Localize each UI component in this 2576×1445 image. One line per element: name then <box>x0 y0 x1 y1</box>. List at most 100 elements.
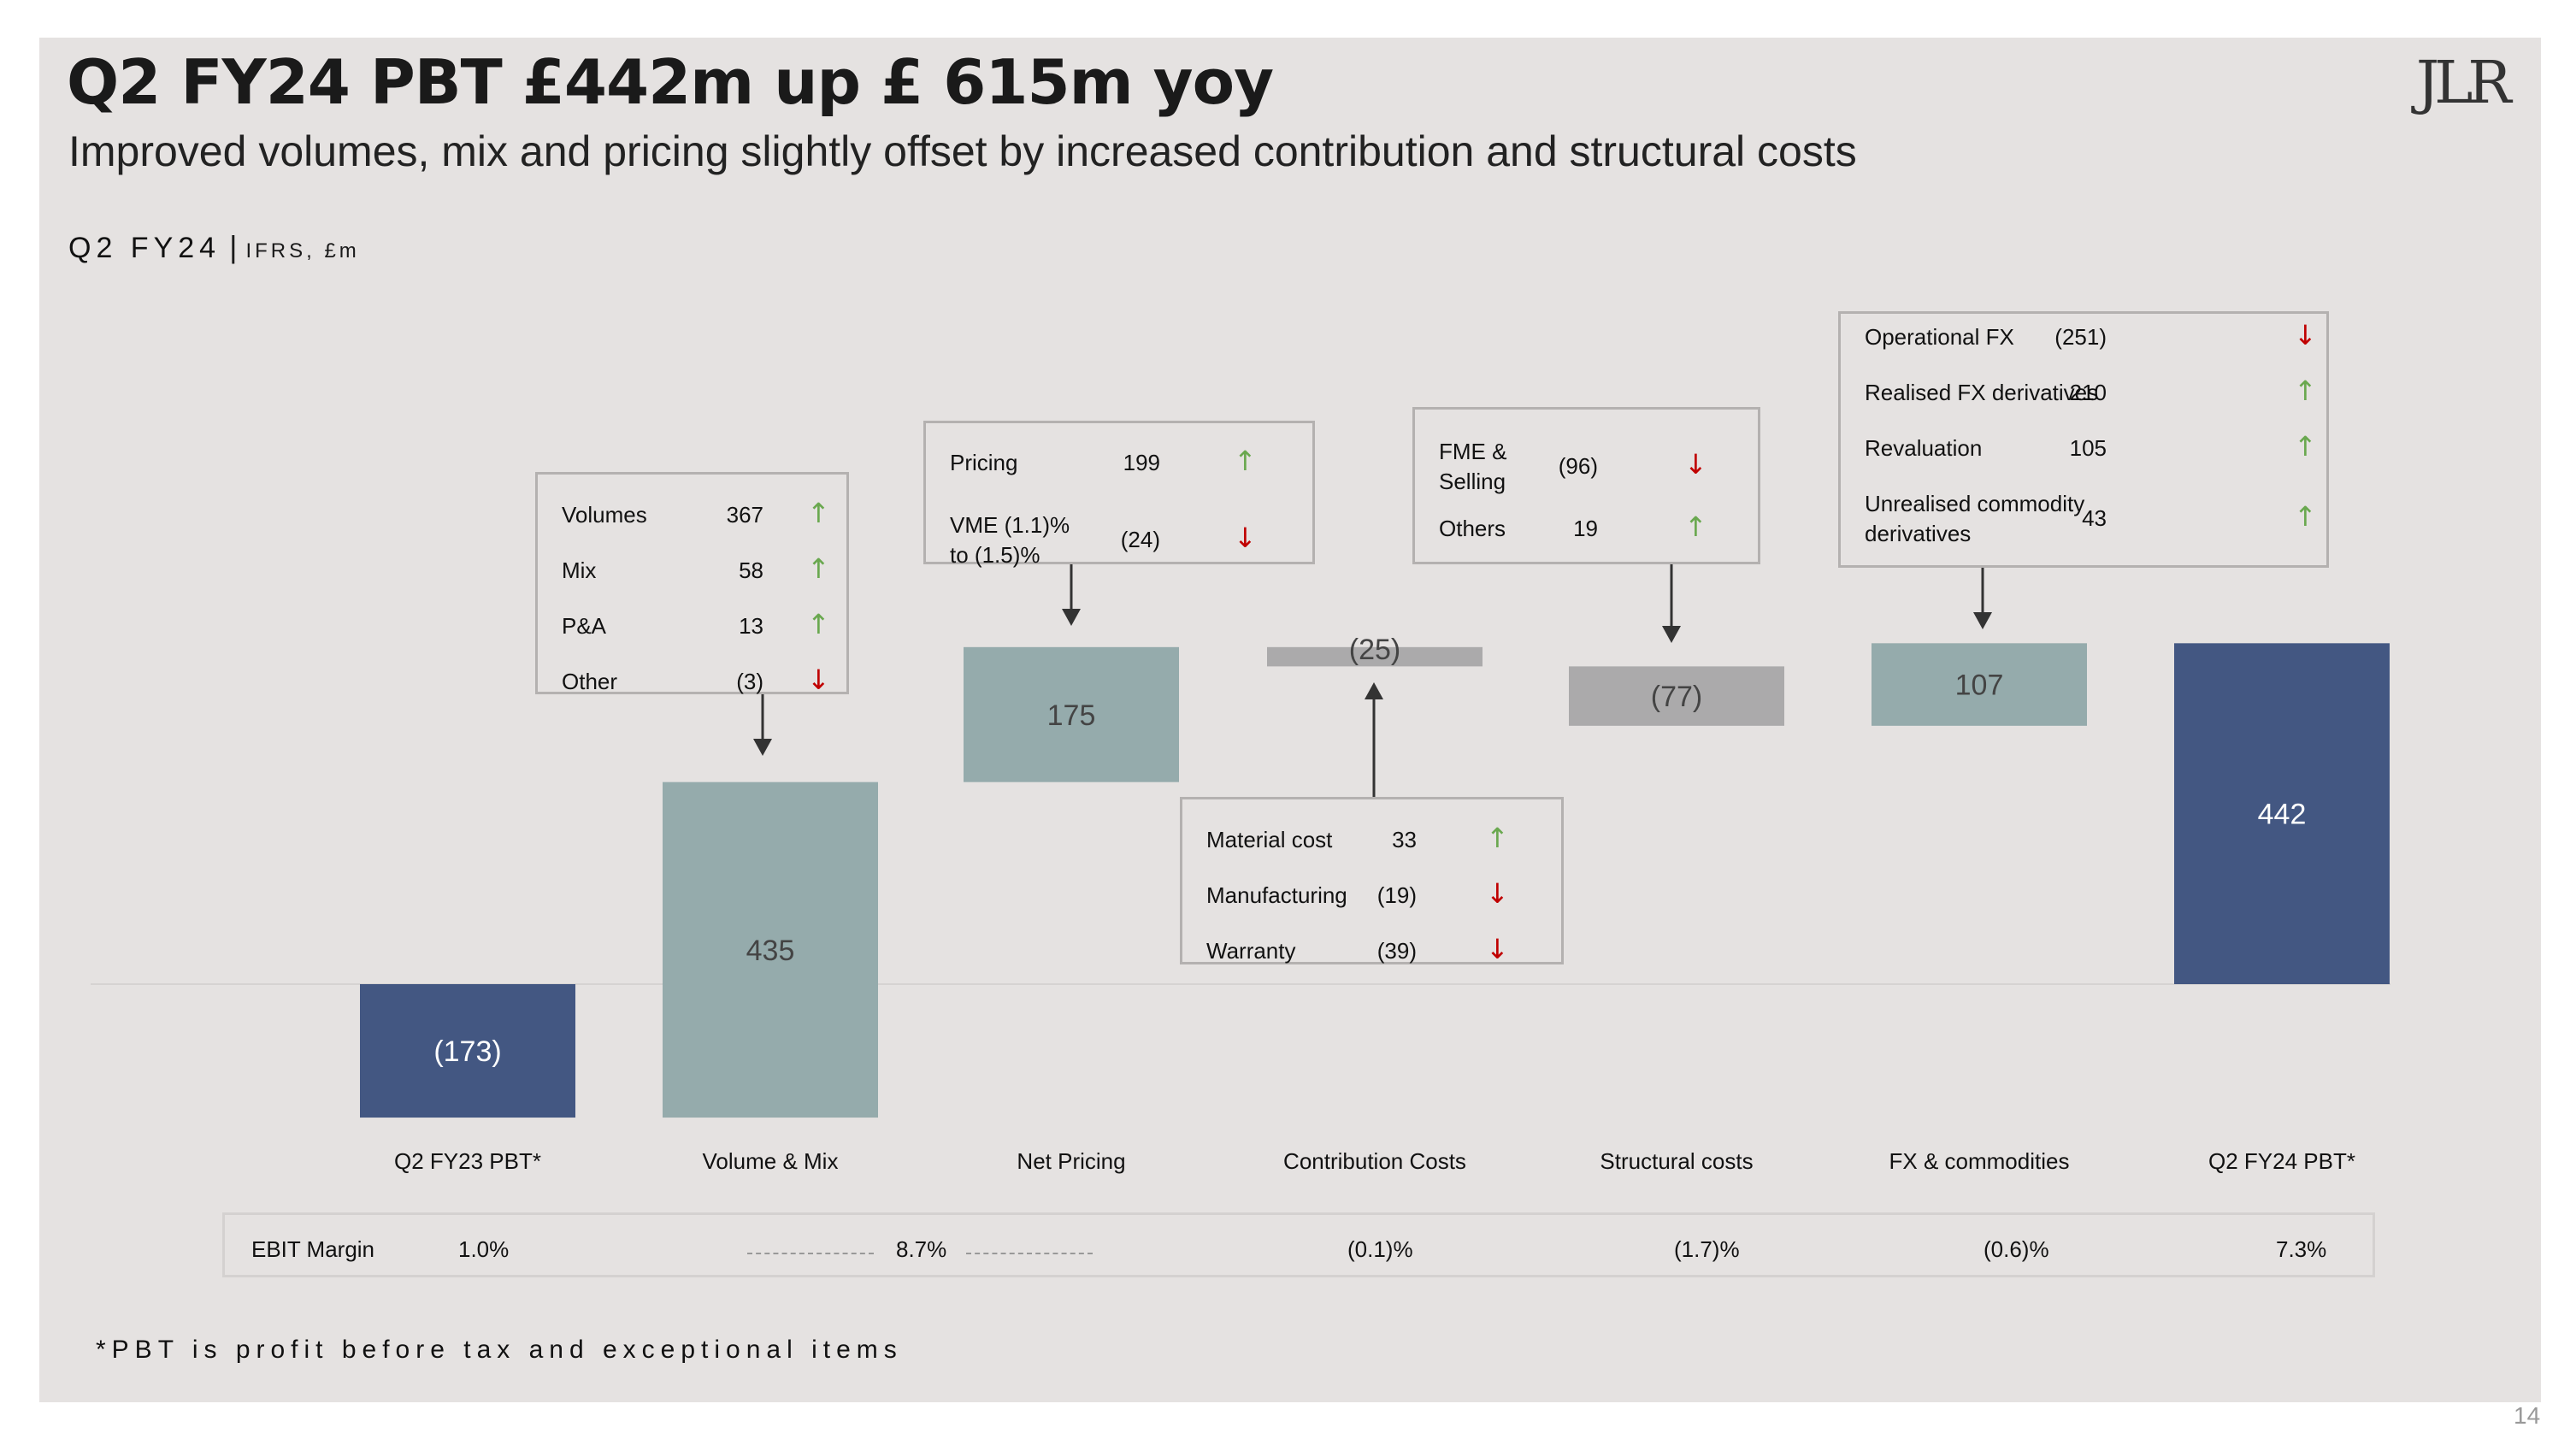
callout-row: Volumes 367 ↑ <box>538 498 846 530</box>
callout-item-label: Other <box>562 669 618 694</box>
ebit-margin-box <box>222 1212 2375 1277</box>
up-arrow-icon: ↑ <box>2294 430 2317 463</box>
callout-item-value: 367 <box>726 502 763 528</box>
bar-value-label-3: (25) <box>1349 634 1400 666</box>
slide: Q2 FY24 PBT £442m up £ 615m yoy Improved… <box>39 38 2541 1402</box>
callout-item-label: Others <box>1439 516 1506 541</box>
bar-value-label-6: 442 <box>2258 799 2307 831</box>
down-arrow-icon: ↓ <box>2294 319 2317 351</box>
callout-item-label: VME (1.1)% to (1.5)% <box>950 512 1070 568</box>
callout-box-1: Pricing 199 ↑ VME (1.1)% to (1.5)% (24) ↓ <box>923 421 1315 568</box>
callout-row: Mix 58 ↑ <box>538 552 846 586</box>
callout-item-label: Manufacturing <box>1206 882 1347 908</box>
callout-item-value: 199 <box>1123 450 1160 475</box>
callout-item-value: (39) <box>1376 938 1417 964</box>
callout-item-value: 58 <box>739 557 763 583</box>
callout-row: Manufacturing (19) ↓ <box>1182 879 1561 911</box>
callout-row: Unrealised commodity derivatives 43 ↑ <box>1841 489 2326 549</box>
callout-item-label: Realised FX derivatives <box>1865 380 2099 405</box>
callout-row: Pricing 199 ↑ <box>926 445 1312 478</box>
bar-5 <box>1872 643 2087 726</box>
callout-item-value: 19 <box>1573 516 1598 541</box>
callout-item-value: 13 <box>739 613 763 639</box>
ebit-margin-value-4: (0.6)% <box>1984 1236 2049 1262</box>
ebit-margin-value-5: 7.3% <box>2276 1236 2327 1262</box>
category-label-0: Q2 FY23 PBT* <box>394 1148 541 1174</box>
callout-row: Other (3) ↓ <box>538 664 846 697</box>
ebit-margin-label: EBIT Margin <box>251 1236 375 1262</box>
callout-row: P&A 13 ↑ <box>538 608 846 641</box>
separator: | <box>229 229 238 264</box>
units-label: Q2 FY24 | IFRS, £m <box>68 229 360 265</box>
callout-item-label: Pricing <box>950 450 1018 475</box>
ebit-margin-value-1: 8.7% <box>896 1236 947 1262</box>
callout-row: Revaluation 105 ↑ <box>1841 430 2326 463</box>
callout-item-value: 210 <box>2069 380 2107 405</box>
down-arrow-icon: ↓ <box>807 664 830 696</box>
category-label-2: Net Pricing <box>1017 1148 1125 1174</box>
bar-0 <box>360 984 575 1118</box>
category-label-1: Volume & Mix <box>703 1148 839 1174</box>
up-arrow-icon: ↑ <box>2294 500 2317 533</box>
up-arrow-icon: ↑ <box>1486 822 1509 854</box>
callout-row: FME & Selling (96) ↓ <box>1415 437 1758 497</box>
page-title: Q2 FY24 PBT £442m up £ 615m yoy <box>67 46 1274 118</box>
bar-1 <box>663 781 878 1118</box>
callout-item-value: (19) <box>1376 882 1417 908</box>
callout-item-label: Operational FX <box>1865 324 2014 350</box>
callout-item-label: Warranty <box>1206 938 1296 964</box>
down-arrow-icon: ↓ <box>1684 448 1707 481</box>
callout-item-label: Mix <box>562 557 597 583</box>
ebit-margin-value-3: (1.7)% <box>1674 1236 1740 1262</box>
ebit-margin-value-0: 1.0% <box>458 1236 510 1262</box>
up-arrow-icon: ↑ <box>1234 445 1257 477</box>
callout-item-value: 43 <box>2082 505 2107 531</box>
callout-row: VME (1.1)% to (1.5)% (24) ↓ <box>926 510 1312 570</box>
callout-row: Operational FX (251) ↓ <box>1841 319 2326 352</box>
connector-arrow-icon-4 <box>1973 612 1992 629</box>
callout-item-label: Material cost <box>1206 827 1333 852</box>
callout-row: Realised FX derivatives 210 ↑ <box>1841 375 2326 408</box>
category-label-4: Structural costs <box>1600 1148 1753 1174</box>
callout-item-label: Unrealised commodity derivatives <box>1865 491 2085 546</box>
bar-6 <box>2174 643 2390 984</box>
footnote: *PBT is profit before tax and exceptiona… <box>96 1336 903 1364</box>
callout-box-3: FME & Selling (96) ↓ Others 19 ↑ <box>1412 407 1760 564</box>
connector-arrow-icon-2 <box>1365 682 1383 699</box>
connector-arrow-icon-3 <box>1662 626 1681 643</box>
period-label: Q2 FY24 <box>68 232 221 264</box>
callout-row: Material cost 33 ↑ <box>1182 822 1561 855</box>
callout-item-value: (251) <box>2054 324 2107 350</box>
up-arrow-icon: ↑ <box>807 552 830 585</box>
up-arrow-icon: ↑ <box>1684 510 1707 543</box>
callout-item-label: Volumes <box>562 502 647 528</box>
jlr-logo: JLR <box>2416 50 2512 117</box>
down-arrow-icon: ↓ <box>1234 522 1257 554</box>
callout-box-4: Operational FX (251) ↓ Realised FX derivati… <box>1838 311 2329 568</box>
up-arrow-icon: ↑ <box>2294 375 2317 407</box>
bar-value-label-0: (173) <box>433 1035 501 1068</box>
callout-item-value: (24) <box>1120 527 1160 552</box>
category-label-3: Contribution Costs <box>1283 1148 1466 1174</box>
callout-item-label: P&A <box>562 613 607 639</box>
connector-arrow-icon-0 <box>753 739 772 756</box>
callout-box-2: Material cost 33 ↑ Manufacturing (19) ↓ Warran… <box>1180 797 1564 964</box>
callout-item-label: FME & Selling <box>1439 439 1507 494</box>
bar-value-label-2: 175 <box>1047 699 1096 732</box>
basis-label: IFRS, £m <box>245 239 360 262</box>
up-arrow-icon: ↑ <box>807 608 830 640</box>
bar-value-label-4: (77) <box>1651 681 1702 713</box>
category-label-6: Q2 FY24 PBT* <box>2208 1148 2355 1174</box>
bar-2 <box>964 646 1179 782</box>
callout-item-value: 105 <box>2069 435 2107 461</box>
callout-item-label: Revaluation <box>1865 435 1983 461</box>
callout-row: Others 19 ↑ <box>1415 510 1758 544</box>
bar-value-label-5: 107 <box>1955 669 2004 702</box>
bar-3 <box>1267 646 1483 667</box>
category-label-5: FX & commodities <box>1889 1148 2070 1174</box>
waterfall-chart: (173) Q2 FY23 PBT* 435 Volume & Mix 175 Net P… <box>91 564 2390 1174</box>
bar-4 <box>1569 666 1784 726</box>
page-number: 14 <box>2514 1402 2541 1429</box>
down-arrow-icon: ↓ <box>1486 933 1509 965</box>
callout-item-value: (3) <box>736 669 763 694</box>
